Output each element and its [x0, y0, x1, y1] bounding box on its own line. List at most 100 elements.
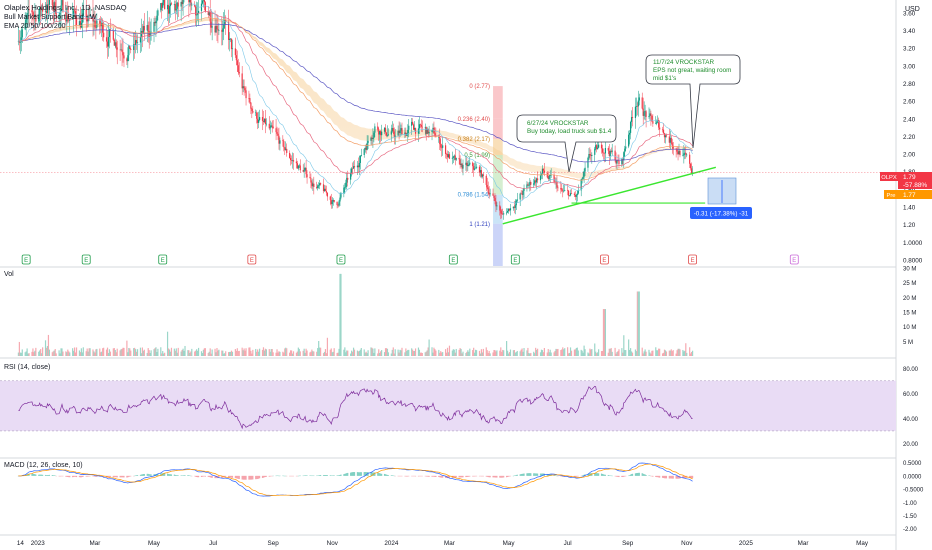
volume-bar — [601, 350, 604, 356]
volume-bar — [170, 347, 173, 356]
macd-histogram-bar — [358, 472, 360, 476]
candle — [360, 148, 362, 157]
macd-histogram-bar — [440, 475, 442, 478]
volume-bar — [17, 352, 20, 356]
earnings-marker: E — [510, 254, 520, 265]
volume-axis-tick: 5 M — [903, 340, 913, 346]
macd-histogram-bar — [432, 475, 434, 477]
candle-body — [207, 11, 209, 16]
volume-bar — [624, 350, 626, 356]
candle-body — [401, 128, 403, 135]
last-price-box — [898, 172, 932, 189]
volume-bar — [562, 347, 564, 356]
volume-bar — [404, 352, 406, 356]
candle-body — [535, 180, 537, 183]
candle-body — [156, 15, 158, 22]
volume-bar — [164, 352, 166, 356]
candle — [385, 132, 388, 138]
candle — [38, 10, 40, 25]
volume-bar — [522, 351, 524, 356]
volume-bar — [123, 347, 125, 356]
macd-histogram-bar — [47, 475, 50, 476]
macd-histogram-bar — [370, 472, 372, 476]
volume-bar — [669, 350, 671, 356]
macd-histogram-bar — [391, 475, 393, 476]
candle-body — [580, 179, 582, 191]
price-range-measure[interactable]: -0.31 (-17.38%) -31 — [690, 177, 752, 219]
fib-level-label: 0.382 (2.17) — [458, 137, 490, 143]
volume-bar — [451, 350, 453, 356]
volume-bar — [245, 348, 247, 356]
volume-bar — [143, 349, 145, 356]
macd-histogram-bar — [516, 474, 518, 476]
volume-bar — [100, 352, 102, 356]
candle-body — [231, 48, 234, 50]
macd-histogram-bar — [381, 473, 383, 476]
volume-bar — [636, 291, 638, 356]
candle-body — [208, 12, 210, 16]
volume-bar — [543, 347, 545, 356]
macd-histogram-bar — [325, 475, 328, 476]
candle — [218, 22, 220, 36]
candle-body — [603, 152, 606, 154]
candle — [418, 116, 421, 134]
time-axis-tick: Jul — [564, 540, 572, 547]
macd-histogram-bar — [598, 473, 600, 476]
volume-bar — [475, 350, 478, 356]
candle-body — [329, 196, 331, 200]
volume-bar — [515, 351, 517, 356]
macd-histogram-bar — [655, 475, 657, 477]
fib-level-label: 0.5 (1.99) — [464, 153, 490, 159]
volume-bar — [127, 352, 129, 356]
volume-bar — [330, 348, 332, 356]
ema-100-line — [18, 17, 693, 181]
macd-histogram-bar — [374, 472, 376, 476]
macd-histogram-bar — [577, 475, 579, 477]
macd-histogram-bar — [426, 475, 428, 477]
candle-body — [584, 167, 586, 172]
volume-bar — [462, 351, 464, 356]
earnings-marker-letter: E — [24, 258, 28, 264]
price-axis-tick: 1.40 — [903, 205, 916, 212]
fib-zone — [493, 118, 503, 140]
macd-histogram-bar — [338, 475, 340, 476]
ema-20-line — [18, 3, 693, 204]
annotation-callout-november[interactable]: 11/7/24 VROCKSTAR EPS not great, waiting… — [645, 54, 741, 149]
candle-body — [339, 197, 341, 202]
candle — [318, 182, 320, 189]
candle — [405, 127, 407, 138]
candle-body — [73, 10, 76, 12]
candle — [568, 195, 571, 197]
candle-body — [413, 124, 415, 130]
candle-body — [99, 20, 101, 25]
candle — [329, 195, 331, 206]
volume-bar — [526, 350, 528, 356]
candle — [292, 153, 295, 170]
volume-bar — [489, 353, 491, 356]
volume-bar — [136, 349, 139, 356]
candle — [636, 102, 638, 116]
macd-histogram-bar — [691, 475, 693, 479]
macd-histogram-bar — [462, 475, 464, 478]
time-axis-tick: 2025 — [739, 540, 754, 547]
candle — [370, 136, 372, 145]
macd-histogram-bar — [154, 474, 156, 476]
candle-body — [573, 193, 576, 195]
macd-histogram-bar — [672, 475, 674, 479]
candle-body — [462, 164, 464, 169]
candle — [75, 5, 78, 37]
earnings-marker-box — [81, 254, 91, 265]
volume-bar — [217, 350, 219, 356]
candle — [345, 179, 347, 190]
candle-body — [590, 155, 592, 156]
annotation-callout-june[interactable]: 6/27/24 VROCKSTAR Buy today, load truck … — [516, 114, 617, 173]
macd-histogram-bar — [601, 473, 604, 476]
candle-body — [372, 137, 374, 139]
volume-bar — [175, 348, 177, 356]
volume-bar — [425, 351, 427, 356]
macd-histogram-bar — [630, 474, 633, 476]
volume-bar — [446, 347, 449, 356]
candle-body — [68, 19, 70, 21]
volume-bar — [196, 349, 198, 356]
